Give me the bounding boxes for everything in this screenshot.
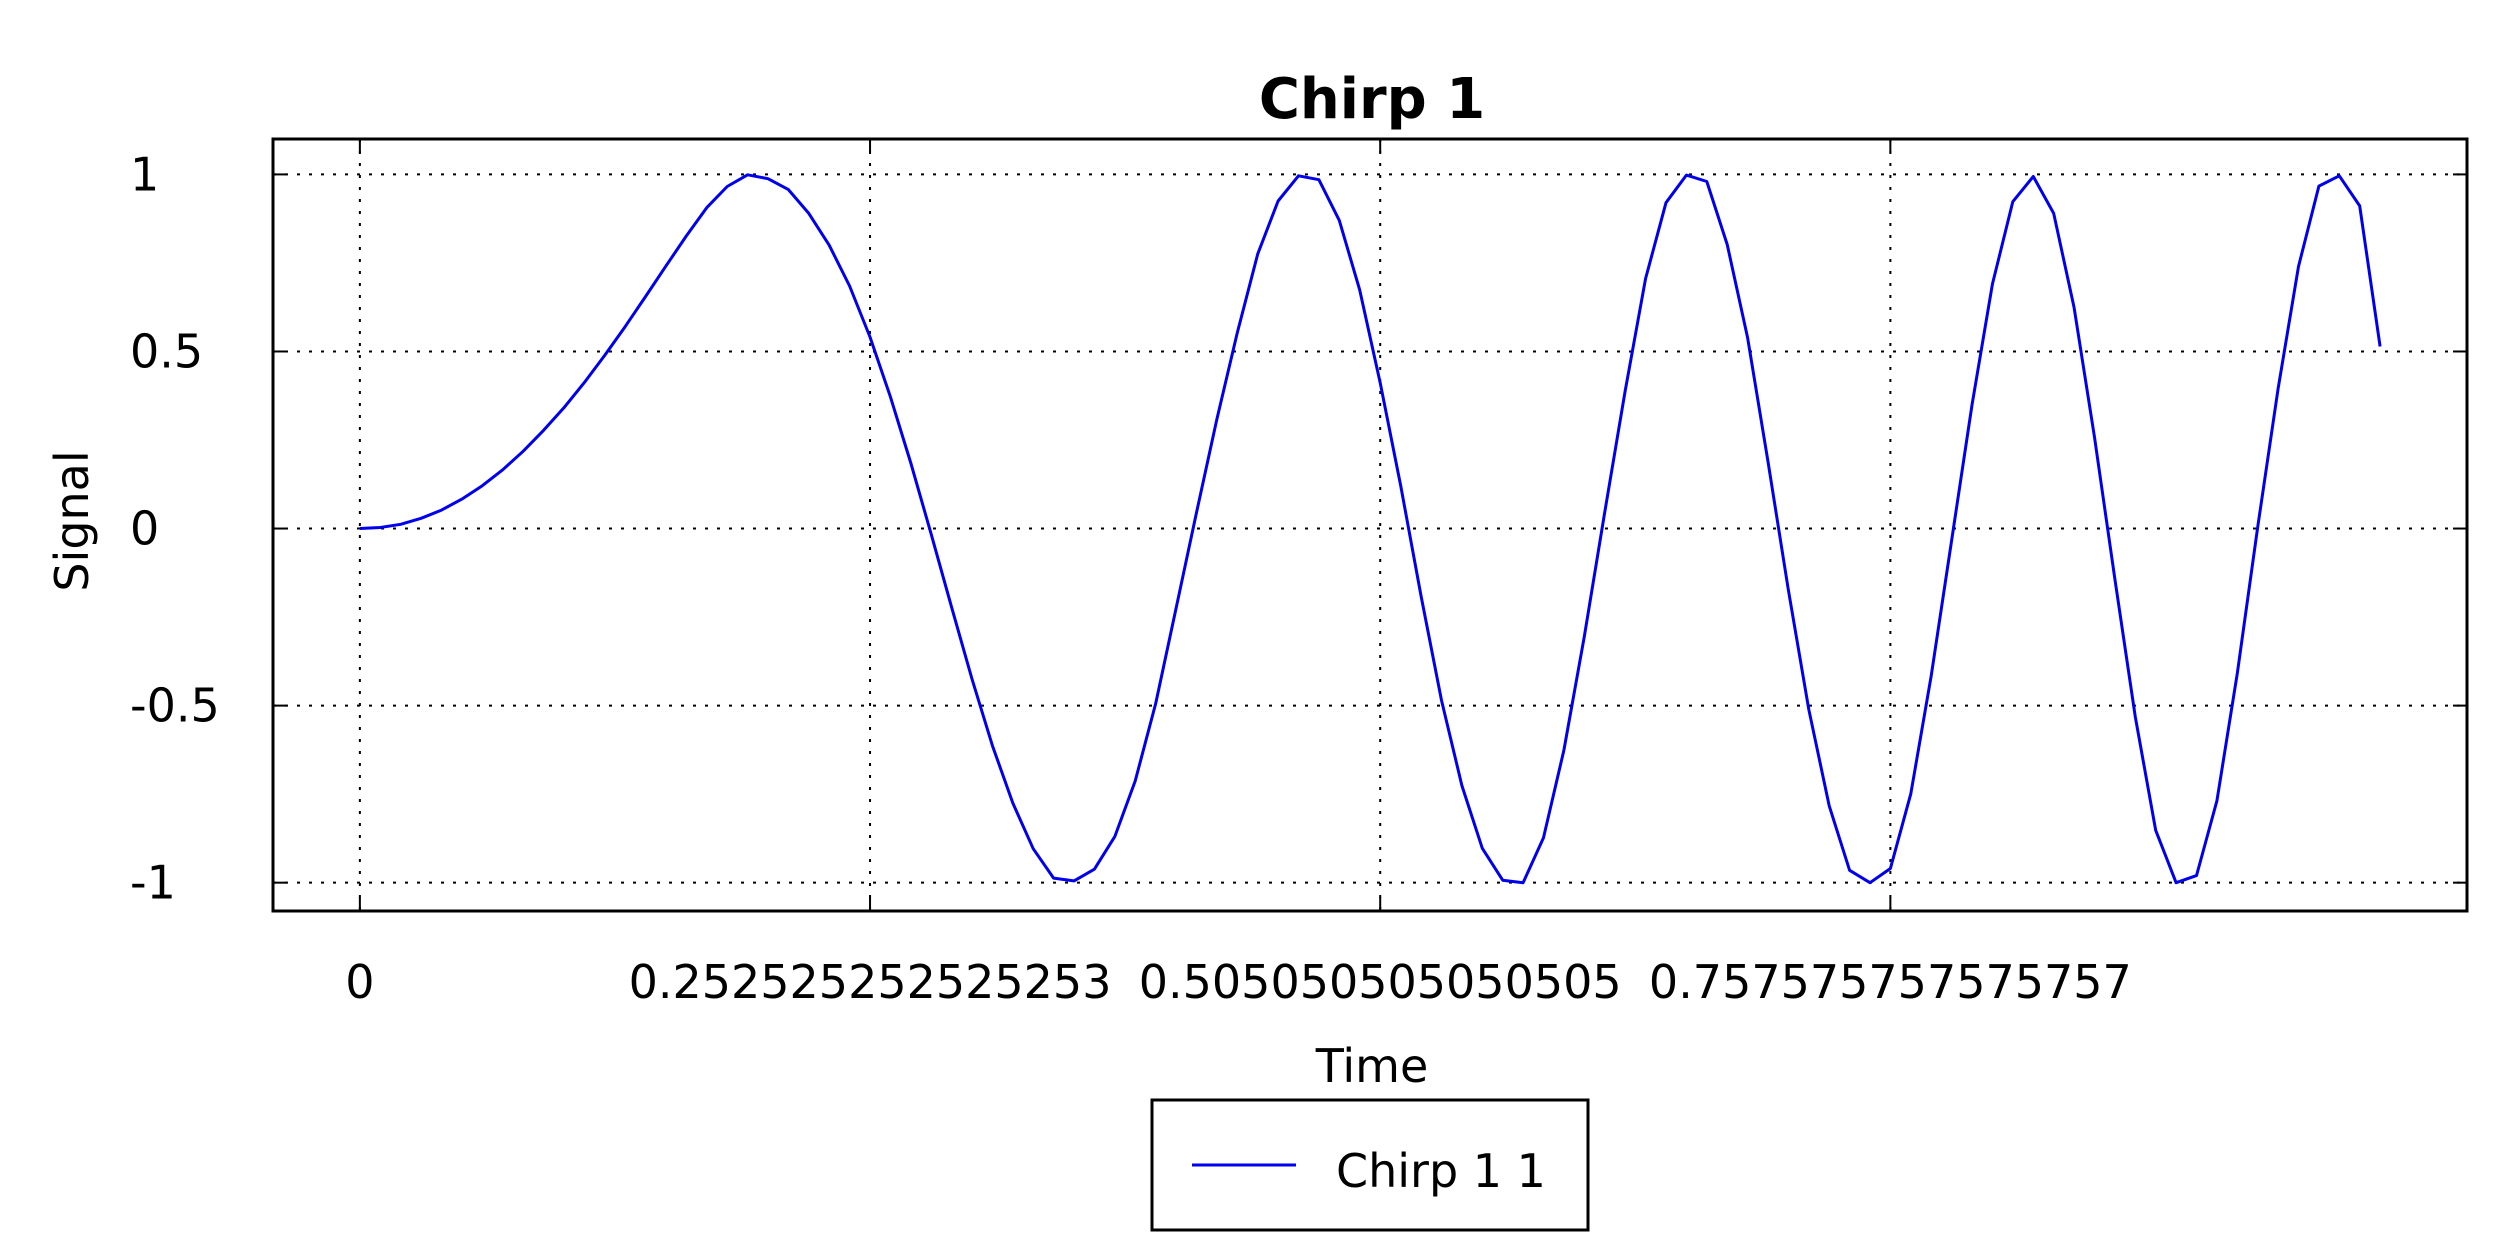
- x-tick-labels: 0 0.252525252525253 0.505050505050505 0.757…: [345, 955, 2132, 1009]
- y-axis-label: Signal: [45, 450, 99, 591]
- x-tick-label: 0.505050505050505: [1139, 955, 1622, 1009]
- x-axis-label: Time: [1315, 1039, 1429, 1093]
- x-tick-label: 0.252525252525253: [629, 955, 1112, 1009]
- legend: Chirp 1 1: [1150, 1098, 1590, 1232]
- y-tick-label: -1: [130, 856, 176, 910]
- axis-ticks: [273, 139, 2467, 911]
- y-tick-label: 0.5: [130, 324, 203, 378]
- series-line: [359, 173, 2382, 885]
- y-tick-label: 0: [130, 502, 159, 556]
- x-tick-label: 0.757575757575757: [1649, 955, 2132, 1009]
- chart-title: Chirp 1: [1259, 67, 1485, 132]
- y-tick-label: -0.5: [130, 679, 220, 733]
- y-tick-labels: 1 0.5 0 -0.5 -1: [130, 147, 220, 909]
- legend-label: Chirp 1 1: [1336, 1144, 1546, 1198]
- series-layer: [359, 173, 2382, 885]
- y-tick-label: 1: [130, 147, 159, 201]
- plot-frame: [271, 137, 2469, 913]
- x-tick-label: 0: [345, 955, 374, 1009]
- grid-lines: [273, 139, 2467, 911]
